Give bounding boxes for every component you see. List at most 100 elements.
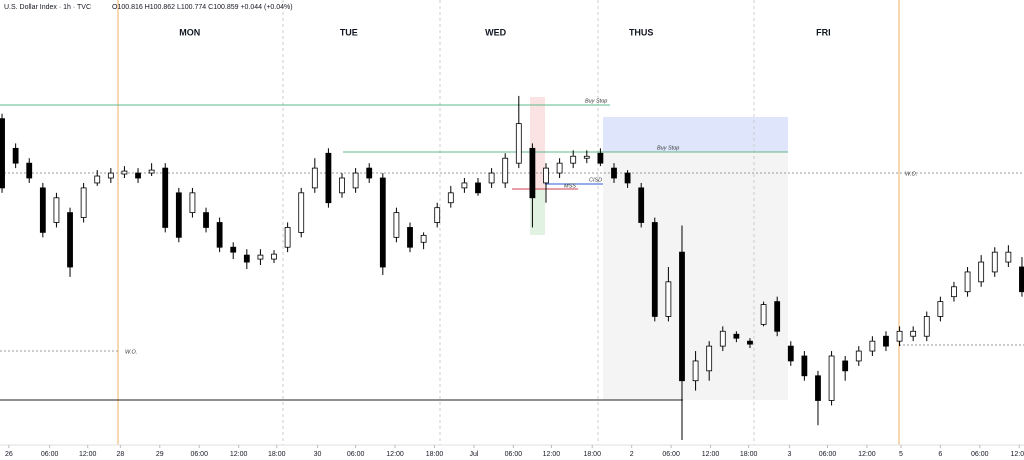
candle-body — [529, 147, 536, 199]
candle-body — [937, 301, 944, 317]
ohlc-readout: O100.816 H100.862 L100.774 C100.859 +0.0… — [112, 4, 293, 11]
day-label: WED — [485, 27, 506, 37]
candle-body — [651, 222, 658, 317]
candle-body — [298, 192, 305, 233]
x-tick-label: 28 — [116, 451, 124, 458]
day-label: THUS — [629, 27, 654, 37]
candle-body — [325, 152, 332, 204]
candle-body — [801, 355, 808, 377]
candle-body — [39, 187, 46, 233]
candle-body — [923, 316, 930, 337]
symbol: U.S. Dollar Index · 1h · TVC — [4, 4, 91, 11]
candle-body — [257, 254, 264, 260]
candle-body — [706, 345, 713, 372]
candle-body — [216, 222, 223, 248]
x-tick-label: 29 — [156, 451, 164, 458]
candle-body — [230, 246, 237, 253]
candle-body — [1019, 266, 1024, 293]
x-tick-label: 12:00 — [230, 451, 248, 458]
annotation: Buy Stop — [657, 145, 679, 151]
candle-body — [393, 212, 400, 238]
x-tick-label: 12:00 — [543, 451, 561, 458]
annotation: W.O. — [905, 171, 917, 177]
candle-body — [271, 253, 277, 260]
candle-body — [420, 234, 427, 243]
candle-body — [447, 192, 454, 204]
drawings: Buy Stop Buy Stop W.O. W.O. CISD MSS — [0, 0, 1024, 445]
candle-body — [896, 330, 903, 342]
candle-body — [787, 345, 794, 362]
candle-body — [855, 350, 862, 362]
candle-body — [121, 170, 128, 175]
x-tick-label: 18:00 — [426, 451, 444, 458]
x-tick-label: 12:00 — [79, 451, 97, 458]
day-label: MON — [179, 27, 200, 37]
annotation: MSS — [564, 183, 576, 189]
candle-body — [842, 360, 849, 372]
candle-body — [379, 177, 386, 268]
candle-body — [679, 251, 685, 382]
candle-body — [991, 251, 998, 273]
x-tick-label: 18:00 — [583, 451, 601, 458]
candle-body — [203, 212, 209, 228]
candle-body — [774, 301, 781, 332]
candle-body — [434, 207, 441, 223]
candle-body — [53, 197, 60, 223]
candle-body — [12, 147, 19, 164]
x-tick-label: 6 — [938, 451, 942, 458]
annotation: Buy Stop — [585, 98, 607, 104]
annotation: W.O. — [125, 349, 137, 355]
candle-body — [815, 375, 821, 401]
candle-body — [556, 162, 563, 174]
candle-body — [148, 169, 155, 174]
candle-body — [284, 227, 291, 248]
candle-body — [461, 182, 468, 189]
x-tick-label: 06:00 — [971, 451, 989, 458]
candle-body — [502, 157, 509, 184]
candle-body — [162, 167, 169, 228]
x-tick-label: 26 — [5, 451, 13, 458]
candle-body — [624, 172, 631, 184]
candle-body — [638, 187, 645, 223]
candle-body — [978, 261, 985, 283]
candle-body — [311, 167, 318, 189]
candle-body — [964, 271, 971, 293]
candle-body — [475, 182, 481, 194]
annotation: CISD — [589, 177, 602, 183]
candle-body — [1005, 251, 1012, 263]
candle-body — [747, 340, 753, 345]
candle-body — [67, 212, 73, 268]
x-tick-label: 06:00 — [190, 451, 208, 458]
candle-body — [352, 172, 359, 189]
candle-body — [94, 175, 101, 184]
x-tick-label: 12:00 — [386, 451, 404, 458]
candle-body — [26, 162, 33, 179]
x-tick-label: 06:00 — [505, 451, 523, 458]
candle-body — [135, 172, 141, 179]
candle-body — [611, 167, 617, 179]
candle-body — [597, 152, 604, 164]
candle-body — [719, 330, 726, 347]
candle-body — [107, 172, 114, 179]
x-tick-label: 30 — [314, 451, 322, 458]
zone-blue — [603, 117, 788, 152]
highlight-green — [530, 189, 545, 235]
candle-body — [665, 281, 672, 317]
candle-body — [570, 155, 577, 164]
candle-body — [883, 335, 889, 347]
x-tick-label: 06:00 — [41, 451, 59, 458]
x-tick-label: 12:00 — [858, 451, 876, 458]
x-tick-label: 06:00 — [347, 451, 365, 458]
candle-body — [515, 123, 522, 164]
candle-body — [0, 118, 5, 189]
x-tick-label: 3 — [787, 451, 791, 458]
day-label: FRI — [816, 27, 831, 37]
x-tick-label: 2 — [630, 451, 634, 458]
candle-body — [339, 177, 345, 194]
x-tick-label: 12:00 — [702, 451, 720, 458]
candle-body — [733, 333, 740, 339]
candle-body — [951, 286, 957, 298]
candle-body — [488, 172, 495, 184]
x-tick-label: Jul — [469, 451, 478, 458]
